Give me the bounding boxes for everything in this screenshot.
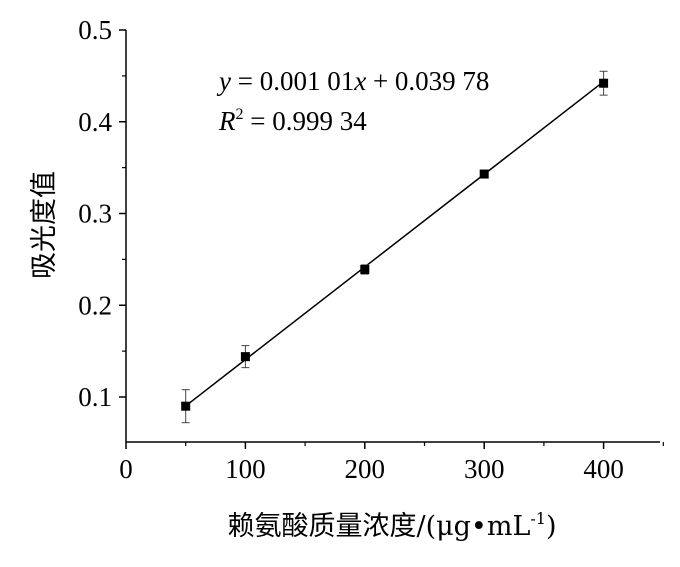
y-tick-label: 0.5 (78, 15, 112, 45)
regression-line (185, 80, 605, 407)
y-ticks: 0.1 0.2 0.3 0.4 0.5 (78, 15, 126, 412)
data-point (479, 169, 489, 179)
equation-line-2: R2 = 0.999 34 (218, 106, 367, 136)
fit-line-layer (185, 80, 605, 407)
data-point (240, 352, 250, 362)
regression-annotation: y = 0.001 01x + 0.039 78 R2 = 0.999 34 (216, 66, 489, 136)
x-tick-label: 100 (225, 454, 266, 484)
axes (125, 30, 660, 443)
equation-intercept: + 0.039 78 (366, 66, 489, 96)
x-axis-title: 赖氨酸质量浓度/(μg•mL-1) (227, 509, 556, 542)
x-tick-label: 400 (583, 454, 624, 484)
y-tick-label: 0.3 (78, 199, 112, 229)
equation-y-var: y (216, 66, 231, 96)
data-point (599, 78, 609, 88)
y-tick-label: 0.4 (78, 107, 112, 137)
y-tick-label: 0.2 (78, 290, 112, 320)
data-points (181, 78, 609, 411)
y-axis-title: 吸光度值 (29, 171, 60, 279)
x-axis-title-main: 赖氨酸质量浓度/(μg•mL (227, 511, 530, 542)
r-squared-var: R (218, 106, 236, 136)
data-point (181, 401, 191, 411)
equation-x-var: x (353, 66, 366, 96)
x-ticks: 0 100 200 300 400 (119, 442, 664, 484)
equation-slope: = 0.001 01 (231, 66, 354, 96)
r-squared-value: = 0.999 34 (244, 106, 368, 136)
equation-line-1: y = 0.001 01x + 0.039 78 (216, 66, 489, 96)
x-tick-label: 300 (464, 454, 505, 484)
r-squared-exponent: 2 (236, 106, 244, 123)
y-tick-label: 0.1 (78, 382, 112, 412)
x-axis-title-end: ) (546, 511, 557, 542)
data-point (360, 264, 370, 274)
x-axis-title-exponent: -1 (530, 509, 546, 528)
x-tick-label: 200 (345, 454, 386, 484)
x-tick-label: 0 (119, 454, 133, 484)
